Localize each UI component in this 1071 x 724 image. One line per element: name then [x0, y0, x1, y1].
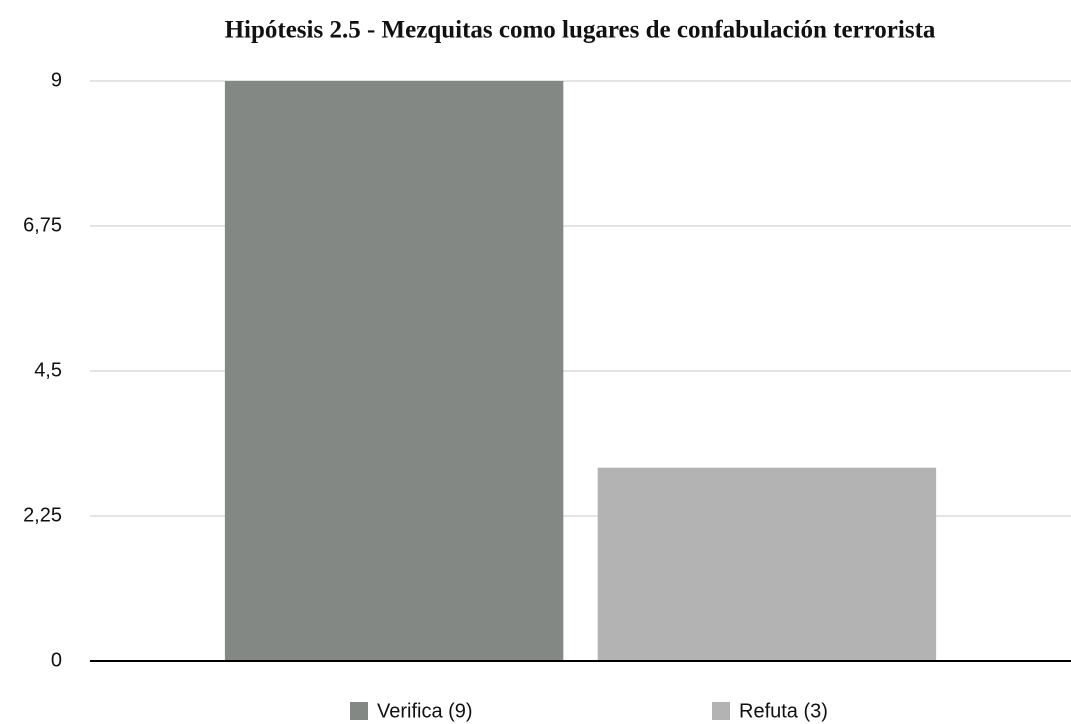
bar	[597, 467, 937, 661]
y-tick-label: 6,75	[23, 214, 62, 236]
y-tick-label: 2,25	[23, 504, 62, 526]
legend-swatch	[350, 702, 368, 720]
y-tick-label: 9	[51, 69, 62, 91]
y-tick-label: 0	[51, 649, 62, 671]
legend-label: Verifica (9)	[377, 700, 473, 722]
legend-label: Refuta (3)	[739, 700, 828, 722]
chart-title: Hipótesis 2.5 - Mezquitas como lugares d…	[225, 17, 936, 44]
bar	[224, 81, 564, 661]
y-tick-label: 4,5	[34, 359, 62, 381]
legend-swatch	[712, 702, 730, 720]
